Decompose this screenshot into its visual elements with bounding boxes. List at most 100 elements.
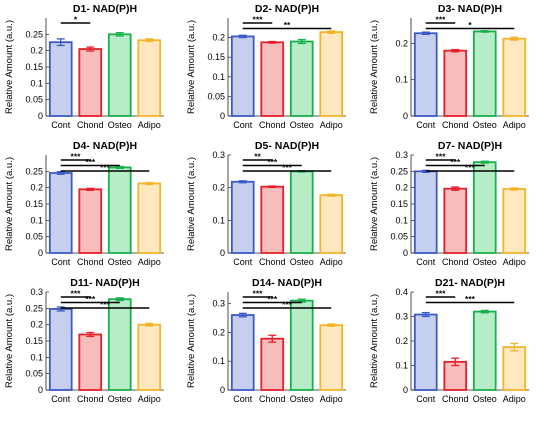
y-tick-label: 0.2 bbox=[212, 183, 225, 193]
x-tick-label: Cont bbox=[51, 120, 71, 130]
significance-label: *** bbox=[253, 15, 264, 25]
x-tick-label: Chond bbox=[77, 394, 104, 404]
x-tick-label: Osteo bbox=[473, 394, 497, 404]
bar-chond bbox=[443, 49, 468, 117]
x-tick-label: Adipo bbox=[503, 394, 526, 404]
significance-label: *** bbox=[100, 163, 111, 173]
x-tick-label: Chond bbox=[259, 120, 286, 130]
y-tick-label: 0 bbox=[403, 111, 408, 121]
x-tick-label: Adipo bbox=[320, 394, 343, 404]
bar-chond bbox=[78, 188, 103, 254]
y-tick-label: 0 bbox=[38, 385, 43, 395]
y-tick-label: 0 bbox=[220, 248, 225, 258]
y-tick-label: 0.25 bbox=[25, 303, 43, 313]
significance-label: *** bbox=[71, 289, 82, 299]
y-tick-label: 0.1 bbox=[212, 72, 225, 82]
y-tick-label: 0 bbox=[220, 385, 225, 395]
panel-title: D21- NAD(P)H bbox=[435, 277, 505, 289]
x-tick-label: Adipo bbox=[503, 120, 526, 130]
bar-osteo bbox=[472, 161, 497, 254]
x-tick-label: Osteo bbox=[108, 394, 132, 404]
panel-title: D14- NAD(P)H bbox=[252, 277, 322, 289]
x-tick-label: Adipo bbox=[138, 120, 161, 130]
significance-label: *** bbox=[100, 300, 111, 310]
bar-osteo bbox=[107, 33, 132, 117]
x-tick-label: Cont bbox=[233, 257, 253, 267]
y-tick-label: 0.1 bbox=[212, 215, 225, 225]
y-axis-label: Relative Amount (a.u.) bbox=[186, 20, 197, 114]
x-tick-label: Adipo bbox=[138, 394, 161, 404]
x-tick-label: Cont bbox=[416, 120, 436, 130]
bar-osteo bbox=[107, 166, 132, 254]
significance-label: *** bbox=[436, 289, 447, 299]
y-tick-label: 0.05 bbox=[390, 232, 408, 242]
y-tick-label: 0.05 bbox=[25, 95, 43, 105]
y-tick-label: 0.4 bbox=[395, 287, 408, 297]
x-tick-label: Cont bbox=[416, 394, 436, 404]
y-tick-label: 0.05 bbox=[25, 232, 43, 242]
panel-title: D3- NAD(P)H bbox=[438, 3, 502, 15]
y-axis-label: Relative Amount (a.u.) bbox=[369, 294, 380, 388]
significance-label: *** bbox=[450, 157, 461, 167]
bar-adipo bbox=[137, 323, 162, 391]
bar-cont bbox=[48, 41, 73, 117]
x-tick-label: Cont bbox=[233, 120, 253, 130]
bar-cont bbox=[413, 313, 438, 391]
significance-label: *** bbox=[253, 289, 264, 299]
bar-adipo bbox=[319, 31, 344, 117]
y-tick-label: 0.15 bbox=[25, 199, 43, 209]
y-tick-label: 0.25 bbox=[25, 29, 43, 39]
bar-adipo bbox=[137, 39, 162, 117]
x-tick-label: Osteo bbox=[290, 257, 314, 267]
bar-chond bbox=[78, 48, 103, 117]
significance-label: *** bbox=[282, 163, 293, 173]
significance-label: * bbox=[74, 15, 78, 25]
bar-cont bbox=[413, 170, 438, 254]
x-tick-label: Osteo bbox=[290, 120, 314, 130]
y-tick-label: 0.3 bbox=[212, 150, 225, 160]
y-tick-label: 0.2 bbox=[212, 33, 225, 43]
significance-label: *** bbox=[85, 294, 96, 304]
x-tick-label: Cont bbox=[233, 394, 253, 404]
significance-label: *** bbox=[85, 157, 96, 167]
significance-label: *** bbox=[465, 294, 476, 304]
significance-label: *** bbox=[436, 15, 447, 25]
bar-chond bbox=[78, 333, 103, 391]
significance-label: *** bbox=[267, 294, 278, 304]
x-tick-label: Adipo bbox=[320, 120, 343, 130]
bar-chond bbox=[260, 337, 285, 391]
y-tick-label: 0 bbox=[403, 248, 408, 258]
x-tick-label: Cont bbox=[51, 257, 71, 267]
bar-adipo bbox=[502, 346, 527, 391]
y-tick-label: 0.15 bbox=[390, 199, 408, 209]
significance-label: *** bbox=[267, 157, 278, 167]
x-tick-label: Osteo bbox=[108, 257, 132, 267]
bar-chond bbox=[260, 41, 285, 117]
y-tick-label: 0.15 bbox=[207, 52, 225, 62]
y-tick-label: 0.2 bbox=[212, 327, 225, 337]
y-tick-label: 0.3 bbox=[395, 312, 408, 322]
significance-label: *** bbox=[282, 300, 293, 310]
bar-chond bbox=[443, 187, 468, 254]
panel-title: D2- NAD(P)H bbox=[255, 3, 319, 15]
x-tick-label: Chond bbox=[442, 394, 469, 404]
y-tick-label: 0.2 bbox=[395, 336, 408, 346]
x-tick-label: Osteo bbox=[473, 257, 497, 267]
bar-adipo bbox=[137, 182, 162, 254]
y-tick-label: 0.1 bbox=[212, 356, 225, 366]
significance-label: *** bbox=[71, 152, 82, 162]
x-tick-label: Chond bbox=[259, 394, 286, 404]
panel-title: D1- NAD(P)H bbox=[73, 3, 137, 15]
x-tick-label: Chond bbox=[77, 257, 104, 267]
y-tick-label: 0.05 bbox=[25, 369, 43, 379]
x-tick-label: Osteo bbox=[473, 120, 497, 130]
bar-osteo bbox=[289, 299, 314, 391]
y-tick-label: 0 bbox=[38, 248, 43, 258]
y-tick-label: 0.3 bbox=[395, 150, 408, 160]
x-tick-label: Chond bbox=[77, 120, 104, 130]
bar-cont bbox=[48, 172, 73, 254]
significance-label: *** bbox=[465, 163, 476, 173]
y-tick-label: 0.3 bbox=[212, 299, 225, 309]
bar-cont bbox=[413, 32, 438, 117]
x-tick-label: Cont bbox=[51, 394, 71, 404]
